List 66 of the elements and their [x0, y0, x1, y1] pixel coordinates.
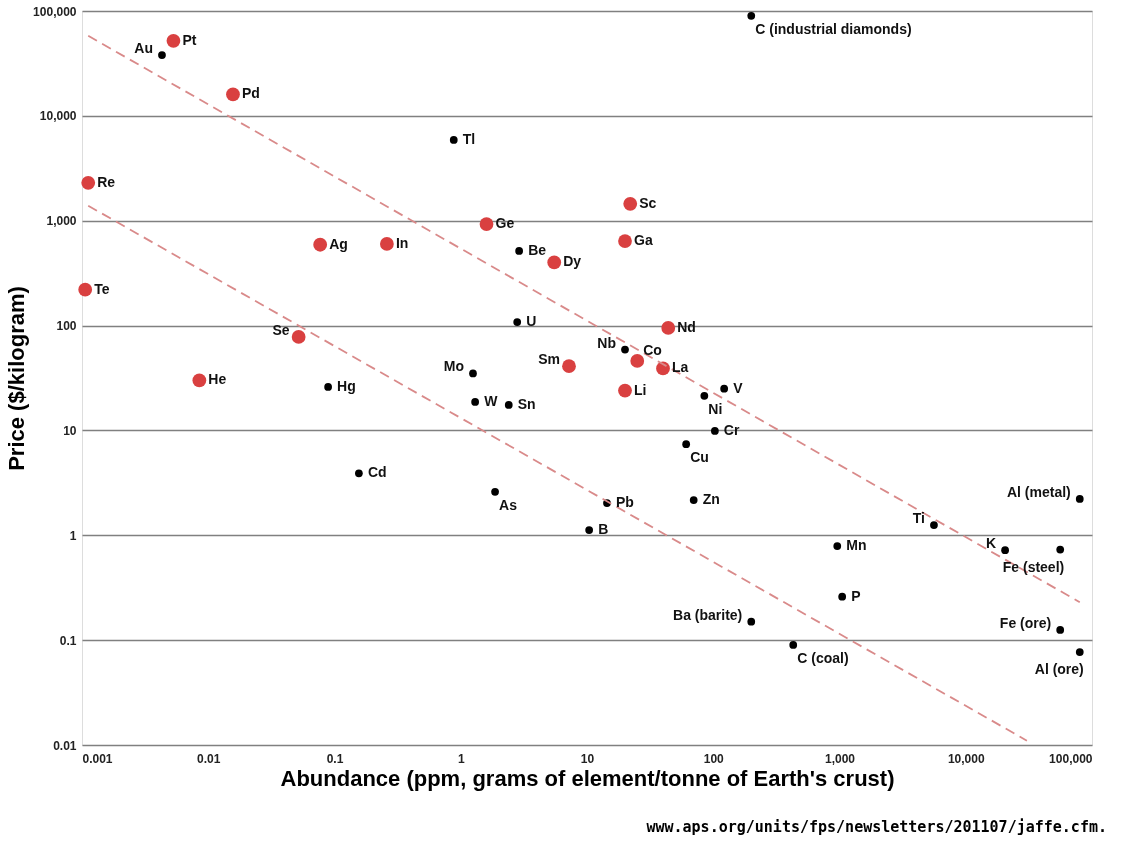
annotation: Au — [134, 40, 153, 57]
annotation: Cu — [690, 449, 709, 466]
annotation: Ba (barite) — [673, 606, 743, 623]
annotation: Ge — [495, 215, 515, 232]
y-tick-label: 10 — [63, 423, 77, 438]
y-tick-label: 100,000 — [33, 4, 77, 19]
annotation: Sm — [538, 351, 560, 368]
annotation: Re — [97, 173, 116, 190]
annotation: B — [598, 521, 609, 538]
x-tick-label: 100 — [703, 751, 725, 766]
annotation: Sn — [517, 395, 536, 412]
y-tick-label: 1,000 — [46, 214, 77, 229]
annotation: Dy — [563, 253, 582, 270]
annotation: C (industrial diamonds) — [755, 20, 912, 37]
annotation: Nd — [677, 318, 696, 335]
annotation: Ni — [708, 400, 723, 417]
x-tick-label: 0.1 — [326, 751, 344, 766]
x-axis-title: Abundance (ppm, grams of element/tonne of Earth's crust) — [280, 765, 895, 791]
annotation: Pt — [182, 31, 197, 48]
annotation: As — [499, 496, 518, 513]
annotation: Nb — [597, 334, 617, 351]
y-tick-label: 10,000 — [39, 109, 77, 124]
annotation: Te — [94, 280, 110, 297]
annotation: Se — [272, 321, 290, 338]
annotation: Ga — [634, 232, 653, 249]
y-tick-label: 0.1 — [59, 633, 77, 648]
annotation: U — [526, 313, 537, 330]
x-tick-label: 10,000 — [947, 751, 985, 766]
annotation: K — [985, 535, 997, 552]
annotation: Al (ore) — [1034, 661, 1084, 678]
annotation: W — [484, 392, 499, 409]
annotation: Cd — [367, 464, 387, 481]
annotation: Be — [528, 241, 547, 258]
annotation: Hg — [337, 377, 356, 394]
annotation: Zn — [702, 491, 720, 508]
annotation: Mn — [846, 537, 867, 554]
annotation: Co — [643, 341, 662, 358]
annotation: Fe (steel) — [1002, 558, 1065, 575]
annotation: Mo — [443, 358, 464, 375]
annotation: Pb — [615, 494, 634, 511]
annotation: Fe (ore) — [999, 614, 1052, 631]
x-tick-label: 0.001 — [82, 751, 113, 766]
x-tick-label: 10 — [580, 751, 595, 766]
y-axis-title: Price ($/kilogram) — [4, 286, 30, 471]
x-tick-label: 1,000 — [824, 751, 856, 766]
x-tick-label: 1 — [457, 751, 465, 766]
x-tick-label: 100,000 — [1049, 751, 1093, 766]
annotation: C (coal) — [797, 649, 849, 666]
annotation: Al (metal) — [1006, 483, 1071, 500]
annotation: Ag — [329, 235, 348, 252]
annotation: Pd — [241, 85, 260, 102]
y-tick-label: 1 — [69, 528, 77, 543]
x-tick-label: 0.01 — [197, 751, 221, 766]
annotation: La — [672, 359, 689, 376]
annotation: He — [208, 371, 227, 388]
annotation: V — [733, 379, 744, 396]
annotation: Sc — [639, 194, 657, 211]
y-tick-label: 100 — [56, 319, 77, 334]
annotation: Tl — [462, 130, 476, 147]
annotation: Cr — [723, 421, 740, 438]
annotation: In — [395, 234, 409, 251]
annotation: Ti — [912, 510, 925, 527]
y-tick-label: 0.01 — [53, 738, 77, 753]
annotation: P — [851, 587, 861, 604]
text: www.aps.org/units/fps/newsletters/201107/jaffe.cfm. — [646, 818, 1107, 836]
annotation: Li — [634, 381, 647, 398]
